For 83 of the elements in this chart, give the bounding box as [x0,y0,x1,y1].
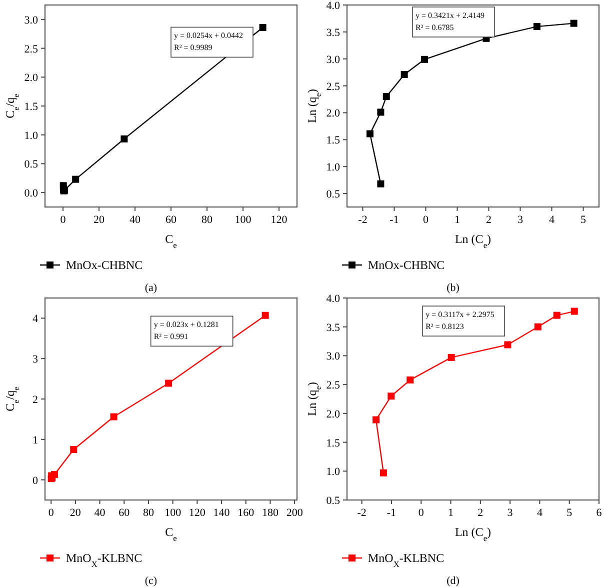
y-tick-label: 1.5 [326,437,340,450]
y-tick-label: 2.0 [326,408,340,420]
x-tick-label: 0 [60,214,66,226]
x-tick-label: -1 [390,214,399,226]
x-tick-label: 200 [286,507,304,519]
y-tick-label: 0.0 [24,188,38,200]
x-tick-label: 60 [118,507,130,519]
x-tick-label: 1 [448,507,454,519]
x-tick-label: -2 [357,507,366,519]
x-tick-label: 20 [94,214,105,226]
x-tick-label: 0 [48,507,54,519]
x-tick-label: -2 [358,214,368,226]
text: (c) [144,575,158,587]
x-axis-title: C$_{e}$ [165,232,178,250]
y-tick-label: 3.0 [326,350,340,363]
legend-label: MnOx-CHBNC [66,258,143,272]
y-tick-label: 2.5 [326,80,340,93]
text: (a) [144,282,158,294]
y-tick-label: 4.0 [326,293,340,305]
x-tick-label: 1 [454,214,460,226]
y-tick-label: 4 [32,313,38,326]
y-tick-label: 4.0 [326,0,340,12]
annotation: y = 0.3421x + 2.4149 [416,11,485,20]
y-tick-label: 3.5 [326,26,340,39]
x-tick-label: 100 [164,507,182,519]
x-tick-label: 120 [270,214,288,226]
x-tick-label: 0 [418,507,424,519]
x-tick-label: 120 [188,507,206,519]
x-tick-label: 0 [423,214,429,226]
y-tick-label: 3.0 [326,54,340,66]
x-tick-label: 20 [70,507,82,519]
y-tick-label: 0.5 [24,158,38,171]
annotation: y = 0.3117x + 2.2975 [426,310,494,320]
x-tick-label: 80 [142,507,154,519]
y-tick-label: 0.5 [326,188,340,201]
x-tick-label: 40 [94,507,106,519]
x-tick-label: 140 [213,507,230,519]
x-axis-title: C$_{e}$ [165,525,178,542]
x-tick-label: 2 [478,507,484,519]
y-tick-label: 0.5 [326,495,340,507]
x-tick-label: 180 [262,507,279,519]
annotation: R² = 0.6785 [416,23,454,32]
x-tick-label: 40 [130,214,141,226]
text: (d) [446,575,460,587]
y-tick-label: 1.0 [24,130,38,142]
annotation: R² = 0.8123 [426,322,464,332]
y-tick-label: 3.0 [24,14,38,26]
x-tick-label: 60 [166,214,177,226]
y-tick-label: 1.0 [326,162,340,174]
legend-label: MnO$_{X}$-KLBNC [368,551,444,568]
x-tick-label: -1 [386,507,396,519]
x-tick-label: 4 [549,214,555,226]
y-tick-label: 1.0 [326,466,340,478]
y-tick-label: 0 [32,474,38,487]
x-axis-title: Ln (C$_{e}$) [454,525,492,542]
x-tick-label: 3 [507,507,514,519]
y-tick-label: 3 [32,354,38,366]
y-tick-label: 1.5 [326,134,340,147]
x-tick-label: 160 [238,507,255,519]
y-tick-label: 2.5 [24,43,38,56]
text: (b) [446,282,460,294]
x-tick-label: 6 [596,507,602,519]
annotation: y = 0.023x + 0.1281 [154,320,219,330]
x-tick-label: 2 [486,214,492,226]
y-tick-label: 2.0 [326,108,340,120]
annotation: R² = 0.991 [154,332,188,342]
x-axis-title: Ln (C$_{e}$) [454,232,492,250]
y-tick-label: 3.5 [326,322,340,334]
y-tick-label: 2.0 [24,72,38,84]
x-tick-label: 80 [202,214,213,226]
annotation: R² = 0.9989 [174,43,212,52]
annotation: y = 0.0254x + 0.0442 [174,31,244,40]
x-tick-label: 3 [518,214,524,226]
y-tick-label: 1.5 [24,101,38,113]
y-tick-label: 2.5 [326,380,340,392]
y-tick-label: 1 [32,434,38,446]
y-tick-label: 2 [32,394,38,406]
legend-label: MnO$_{X}$-KLBNC [66,551,142,568]
x-tick-label: 100 [234,214,252,226]
legend-label: MnOx-CHBNC [368,258,445,272]
x-tick-label: 5 [566,507,573,519]
x-tick-label: 5 [580,214,586,226]
x-tick-label: 4 [536,507,543,519]
